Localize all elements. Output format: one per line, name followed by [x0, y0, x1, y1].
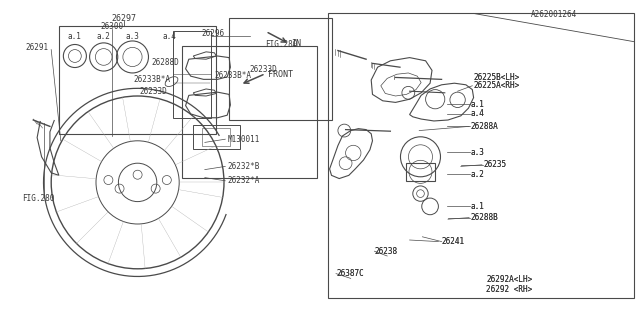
Bar	[328, 13, 634, 298]
Text: A262001264: A262001264	[531, 10, 577, 19]
Bar	[229, 18, 332, 120]
Text: 26297: 26297	[111, 14, 136, 23]
Text: 26288D: 26288D	[151, 58, 179, 67]
Text: a.1: a.1	[470, 202, 484, 211]
Text: a.1: a.1	[470, 100, 484, 108]
Text: 26288B: 26288B	[470, 213, 498, 222]
Bar	[406, 163, 435, 181]
Text: 26225A<RH>: 26225A<RH>	[474, 81, 520, 90]
Bar	[202, 128, 230, 146]
Bar	[193, 125, 240, 149]
Text: a.4: a.4	[470, 109, 484, 118]
Text: 26300: 26300	[100, 22, 124, 31]
Text: M130011: M130011	[227, 135, 260, 144]
Bar	[182, 46, 317, 178]
Text: 26387C: 26387C	[336, 269, 364, 278]
Text: FIG.280: FIG.280	[266, 40, 298, 49]
Text: 26387C: 26387C	[336, 269, 364, 278]
Text: a.1: a.1	[68, 32, 82, 41]
Text: 26225B<LH>: 26225B<LH>	[474, 73, 520, 82]
Text: a.2: a.2	[97, 32, 111, 41]
Text: 26288B: 26288B	[470, 213, 498, 222]
Text: FRONT: FRONT	[268, 70, 292, 79]
Text: 26225A<RH>: 26225A<RH>	[474, 81, 520, 90]
Text: a.4: a.4	[470, 109, 484, 118]
Text: 26235: 26235	[483, 160, 506, 169]
Text: 26241: 26241	[442, 237, 465, 246]
Text: a.2: a.2	[470, 170, 484, 179]
Text: a.1: a.1	[470, 100, 484, 108]
Text: 26292 <RH>: 26292 <RH>	[486, 285, 532, 294]
Text: 26233D: 26233D	[250, 65, 277, 74]
Text: 26232*B: 26232*B	[227, 162, 260, 171]
Text: a.3: a.3	[470, 148, 484, 156]
Text: IN: IN	[291, 39, 301, 48]
Text: 26241: 26241	[442, 237, 465, 246]
Text: a.3: a.3	[470, 148, 484, 156]
Text: 26296: 26296	[202, 29, 225, 38]
Text: 26235: 26235	[483, 160, 506, 169]
Text: 26233B*A: 26233B*A	[133, 75, 170, 84]
Text: 26292 <RH>: 26292 <RH>	[486, 285, 532, 294]
Text: a.3: a.3	[125, 32, 140, 41]
Text: a.4: a.4	[163, 32, 177, 41]
Bar	[59, 26, 216, 134]
Text: FIG.280: FIG.280	[22, 194, 55, 203]
Bar	[173, 31, 211, 118]
Text: 26292A<LH>: 26292A<LH>	[486, 276, 532, 284]
Text: 26233D: 26233D	[140, 87, 167, 96]
Text: 26288A: 26288A	[470, 122, 498, 131]
Text: 26238: 26238	[374, 247, 397, 256]
Text: 26232*A: 26232*A	[227, 176, 260, 185]
Text: 26291: 26291	[26, 43, 49, 52]
Text: 26238: 26238	[374, 247, 397, 256]
Text: 26292A<LH>: 26292A<LH>	[486, 276, 532, 284]
Text: 26225B<LH>: 26225B<LH>	[474, 73, 520, 82]
Text: a.1: a.1	[470, 202, 484, 211]
Text: 26288A: 26288A	[470, 122, 498, 131]
Text: a.2: a.2	[470, 170, 484, 179]
Text: 26233B*A: 26233B*A	[214, 71, 252, 80]
